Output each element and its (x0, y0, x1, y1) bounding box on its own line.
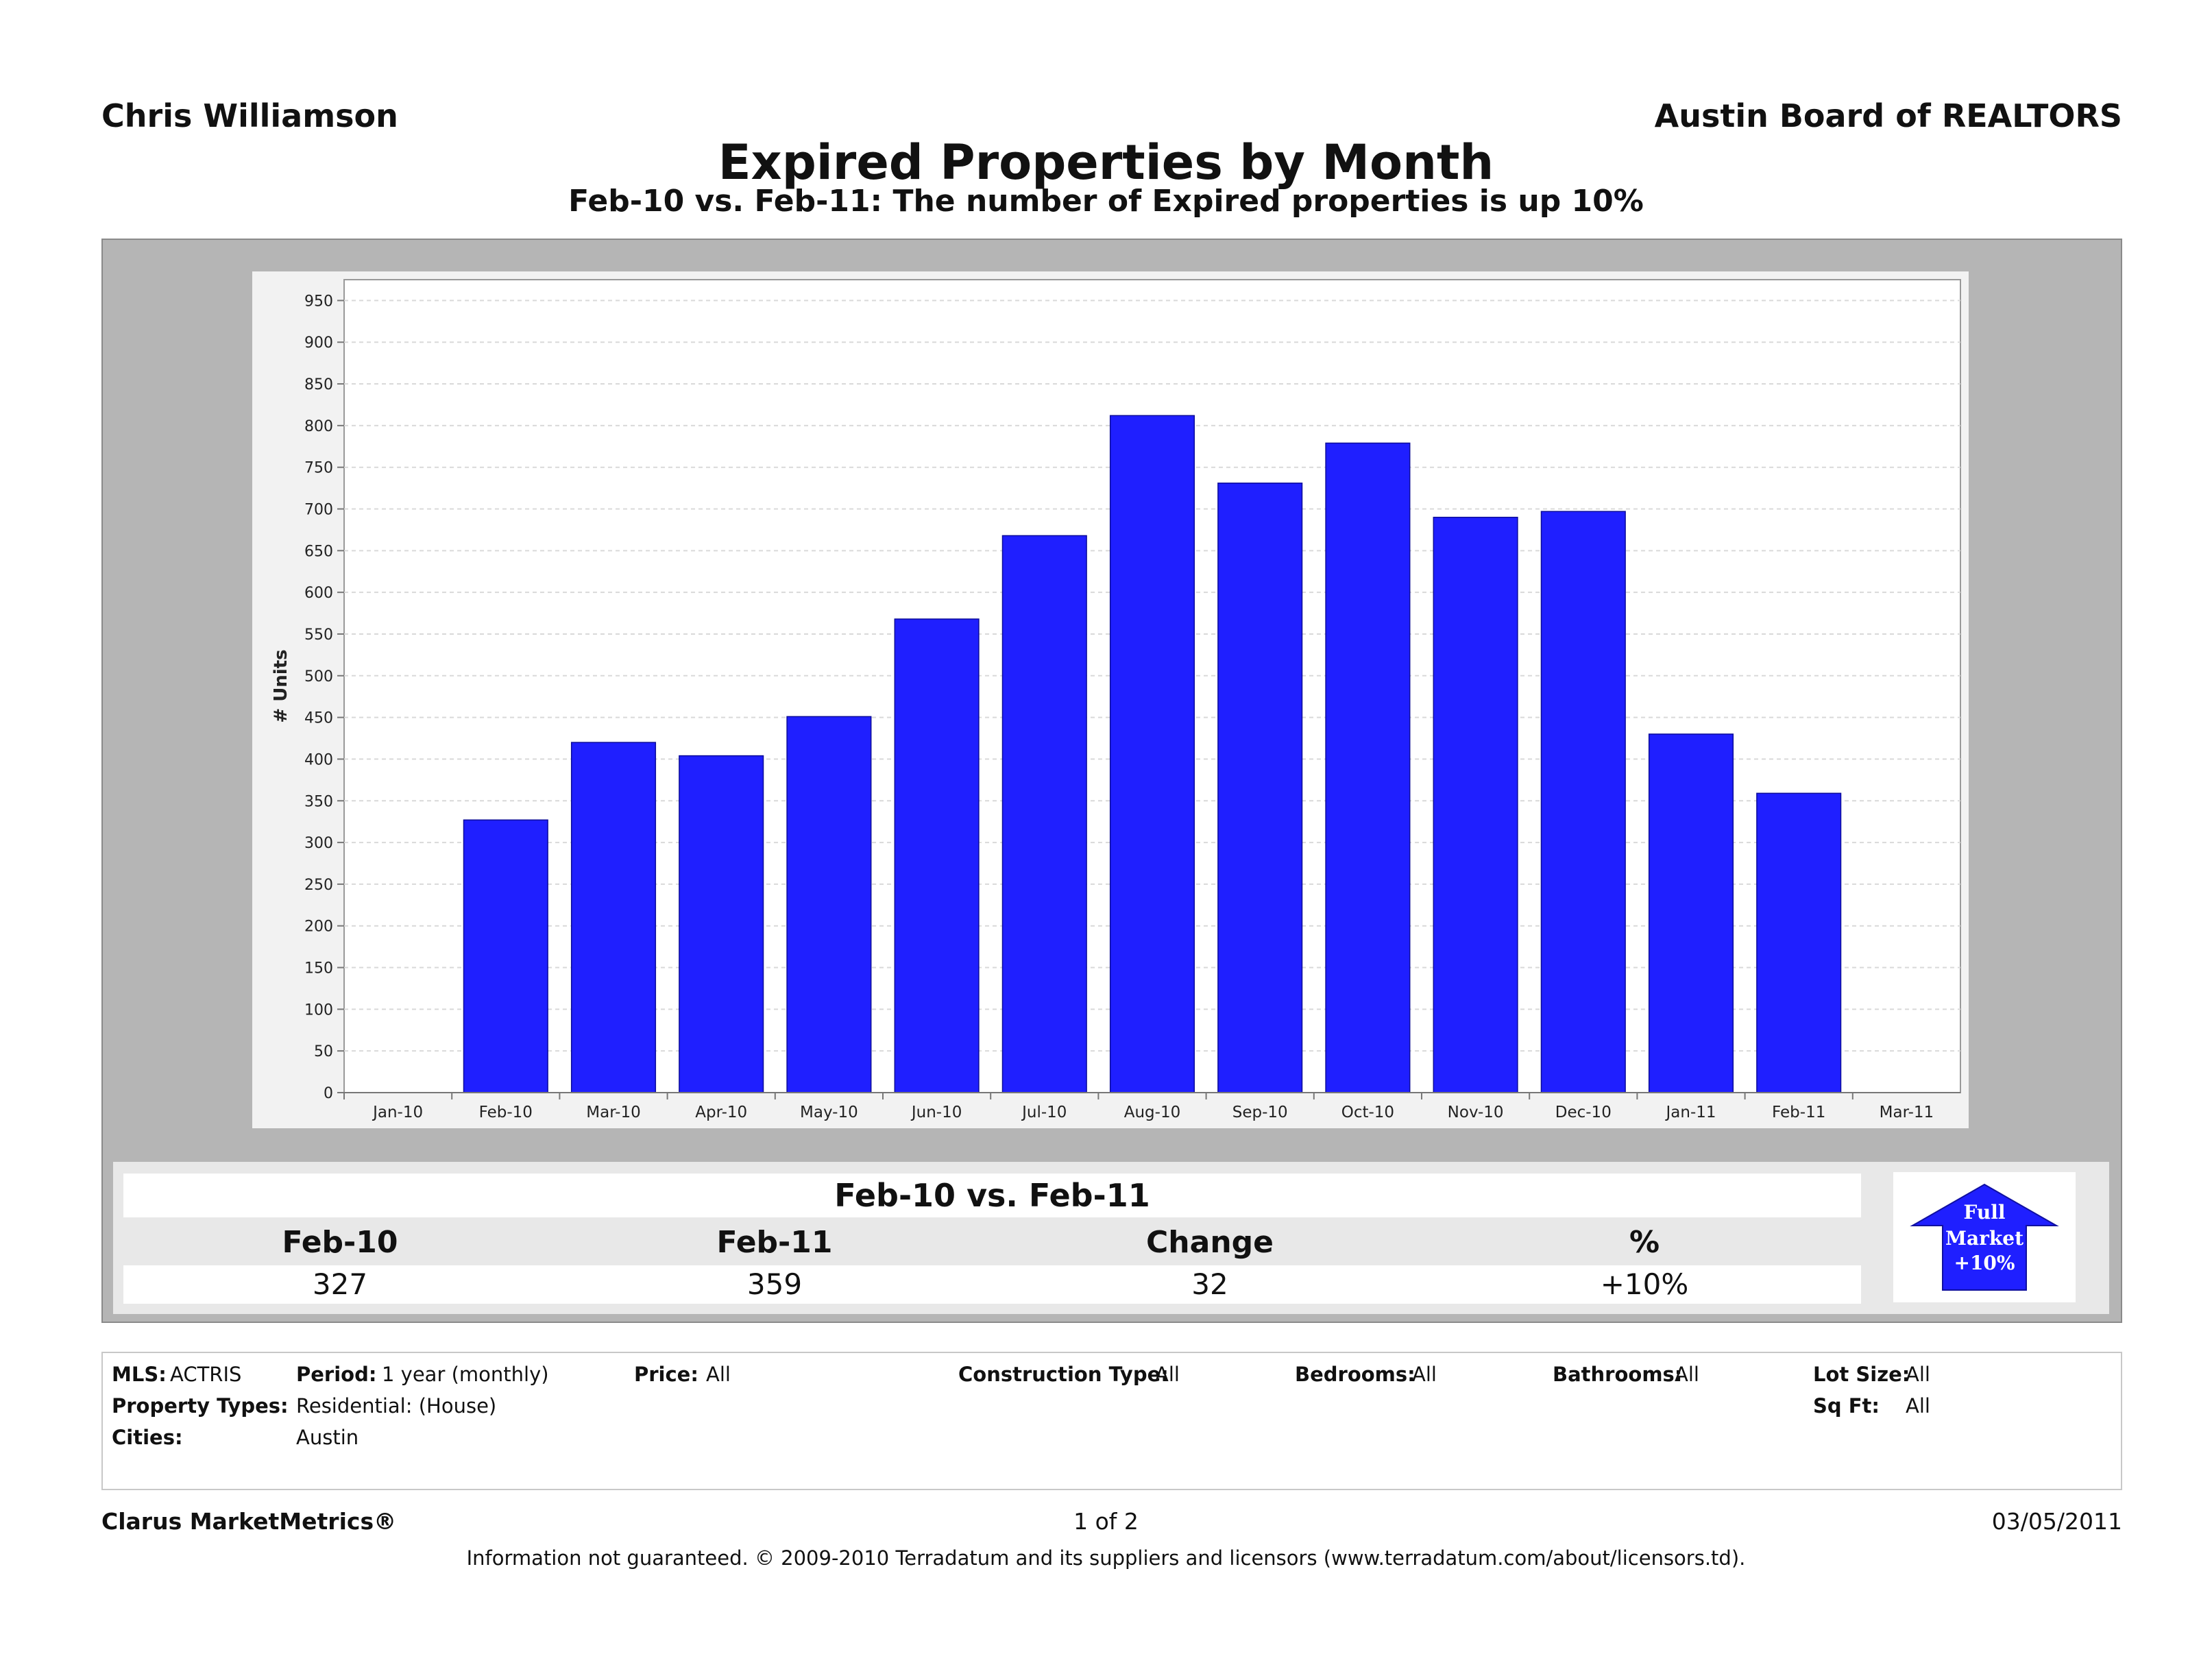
filter-value: 1 year (monthly) (382, 1363, 549, 1386)
arrow-up-icon: Full Market +10% (1910, 1183, 2059, 1291)
summary-value: 359 (746, 1267, 803, 1301)
filter-value: All (1675, 1363, 1699, 1386)
filter-label: Property Types: (112, 1394, 289, 1418)
filter-label: Bedrooms: (1295, 1363, 1415, 1386)
summary-col-header: Change (1146, 1225, 1274, 1260)
board-name: Austin Board of REALTORS (1654, 97, 2122, 134)
filter-value: ACTRIS (170, 1363, 242, 1386)
filter-value: All (1412, 1363, 1437, 1386)
y-tick-label: 100 (304, 1001, 333, 1019)
badge-line3: +10% (1954, 1252, 2015, 1274)
summary-header-bar (123, 1174, 1861, 1217)
bar-feb-10 (463, 819, 548, 1093)
filter-label: Period: (296, 1363, 377, 1386)
filter-label: Construction Type: (958, 1363, 1169, 1386)
summary-value: 32 (1191, 1267, 1228, 1301)
y-tick-label: 800 (304, 418, 333, 435)
bar-nov-10 (1433, 516, 1518, 1093)
badge-line1: Full (1963, 1201, 2005, 1224)
x-tick-label: Mar-10 (586, 1104, 641, 1121)
filter-value: Residential: (House) (296, 1394, 497, 1418)
axes: 0 50 100 150 200 250 300 350 400 450 500 550 600 650 7… (304, 293, 1960, 1121)
filter-value: All (1906, 1394, 1930, 1418)
filter-label: Bathrooms: (1553, 1363, 1683, 1386)
y-tick-label: 350 (304, 793, 333, 810)
x-tick-label: Mar-11 (1880, 1104, 1934, 1121)
bar-jan-11 (1648, 733, 1734, 1093)
y-tick-label: 250 (304, 877, 333, 894)
x-tick-label: May-10 (800, 1104, 858, 1121)
x-tick-label: Jan-10 (372, 1104, 423, 1121)
agent-name: Chris Williamson (101, 97, 398, 134)
bar-chart: 0 50 100 150 200 250 300 350 400 450 500 550 600 650 7… (271, 279, 1961, 1121)
y-tick-label: 300 (304, 835, 333, 852)
bar-oct-10 (1325, 442, 1411, 1093)
bar-sep-10 (1217, 483, 1303, 1093)
y-tick-label: 850 (304, 376, 333, 393)
filters-box (101, 1352, 2122, 1490)
summary-heading: Feb-10 vs. Feb-11 (834, 1177, 1150, 1214)
x-tick-label: Oct-10 (1341, 1104, 1394, 1121)
filter-value: All (1906, 1363, 1930, 1386)
bar-jul-10 (1001, 535, 1087, 1093)
summary-value: +10% (1600, 1267, 1689, 1301)
y-tick-label: 450 (304, 710, 333, 727)
page-number: 1 of 2 (1073, 1508, 1139, 1535)
filter-label: Sq Ft: (1813, 1394, 1880, 1418)
x-tick-label: Feb-10 (479, 1104, 533, 1121)
badge-line2: Market (1945, 1227, 2023, 1250)
y-tick-label: 600 (304, 585, 333, 602)
x-tick-label: Feb-11 (1772, 1104, 1825, 1121)
y-tick-label: 50 (314, 1043, 333, 1060)
filter-value: All (1155, 1363, 1180, 1386)
footer-brand: Clarus MarketMetrics® (101, 1508, 397, 1535)
x-tick-label: Apr-10 (695, 1104, 747, 1121)
x-tick-label: Dec-10 (1555, 1104, 1612, 1121)
filter-label: MLS: (112, 1363, 167, 1386)
bar-jun-10 (894, 618, 980, 1093)
y-tick-label: 500 (304, 668, 333, 685)
filter-label: Cities: (112, 1426, 183, 1449)
x-tick-label: Jul-10 (1021, 1104, 1067, 1121)
bar-may-10 (786, 716, 872, 1093)
y-axis-label: # Units (271, 649, 291, 722)
y-tick-label: 150 (304, 960, 333, 977)
disclaimer: Information not guaranteed. © 2009-2010 … (466, 1546, 1746, 1570)
summary-col-header: % (1629, 1225, 1660, 1260)
y-tick-label: 750 (304, 460, 333, 477)
x-tick-label: Sep-10 (1232, 1104, 1288, 1121)
y-tick-label: 650 (304, 543, 333, 560)
y-tick-label: 550 (304, 627, 333, 644)
filter-label: Price: (634, 1363, 698, 1386)
bar-aug-10 (1109, 415, 1195, 1093)
bar-apr-10 (679, 755, 764, 1093)
filter-value: All (706, 1363, 731, 1386)
bar-dec-10 (1540, 511, 1626, 1093)
x-tick-label: Jan-11 (1664, 1104, 1716, 1121)
filter-value: Austin (296, 1426, 359, 1449)
y-tick-label: 900 (304, 335, 333, 352)
report-date: 03/05/2011 (1991, 1508, 2122, 1535)
summary-value: 327 (312, 1267, 368, 1301)
bars (463, 415, 1842, 1093)
page-title: Expired Properties by Month (718, 134, 1494, 191)
page-subtitle: Feb-10 vs. Feb-11: The number of Expired… (568, 184, 1644, 219)
summary-values-bar (123, 1265, 1861, 1304)
x-tick-label: Jun-10 (910, 1104, 962, 1121)
y-tick-label: 950 (304, 293, 333, 310)
y-tick-label: 400 (304, 751, 333, 768)
summary-col-header: Feb-10 (282, 1225, 398, 1260)
x-tick-label: Nov-10 (1448, 1104, 1504, 1121)
bar-mar-10 (570, 742, 657, 1093)
filter-label: Lot Size: (1813, 1363, 1910, 1386)
bar-feb-11 (1756, 792, 1842, 1093)
summary-col-header: Feb-11 (716, 1225, 833, 1260)
y-tick-label: 200 (304, 919, 333, 936)
y-tick-label: 0 (324, 1085, 333, 1102)
y-tick-label: 700 (304, 502, 333, 519)
x-tick-label: Aug-10 (1124, 1104, 1180, 1121)
